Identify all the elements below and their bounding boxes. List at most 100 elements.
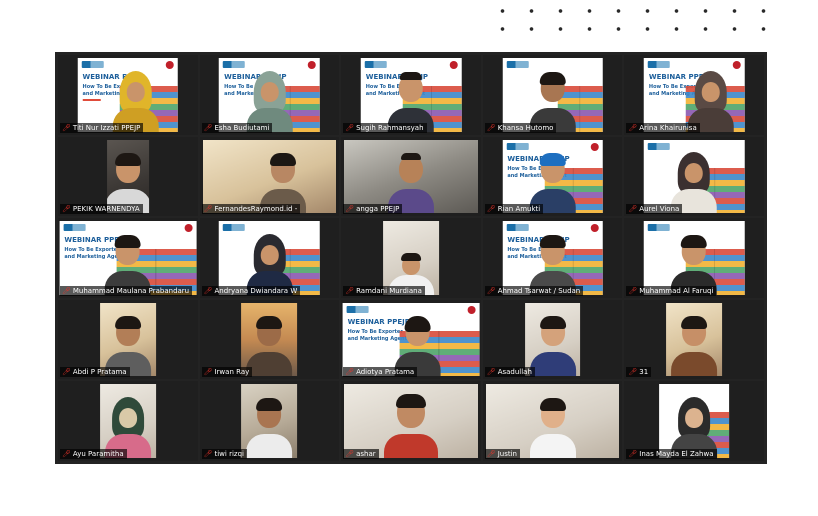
participant-tile[interactable]: WEBINAR PPEJP How To Be Exporter and Mark…	[58, 218, 198, 298]
participant-video	[106, 139, 149, 214]
participant-name-label: 🎤︎ Aurel Viona	[626, 204, 683, 215]
participant-tile[interactable]: 🎤︎ tiwi rizqi	[199, 381, 340, 461]
muted-mic-icon: 🎤︎	[203, 205, 213, 214]
participant-tile[interactable]: 🎤︎ Abdi P Pratama	[58, 299, 198, 380]
participant-tile[interactable]: WEBINAR PPEJP How To Be Exporter and Mark…	[341, 55, 481, 135]
participant-tile[interactable]: WEBINAR PPEJP How To Be Exporter and Mark…	[341, 299, 481, 380]
participant-tile[interactable]: 🎤︎ Khansa Hutomo	[482, 55, 623, 135]
participant-tile[interactable]: 🎤︎ Andryana Dwiandara W	[199, 218, 340, 298]
participant-tile[interactable]: 🎤︎ Justin	[482, 381, 623, 461]
participant-name-label: 🎤︎ Arina Khairunisa	[626, 122, 700, 133]
participant-name-label: 🎤︎ Titi Nur Izzati PPEJP	[60, 122, 144, 133]
slide-video	[643, 139, 745, 214]
muted-mic-icon: 🎤︎	[628, 286, 638, 295]
seal-logo-icon	[590, 142, 599, 151]
participant-video	[241, 384, 298, 458]
participant-tile[interactable]: WEBINAR PPEJP How To Be Exporter and Mark…	[58, 55, 198, 135]
muted-mic-icon: 🎤︎	[628, 368, 638, 377]
muted-mic-icon: 🎤︎	[486, 449, 496, 458]
participant-avatar	[529, 153, 576, 214]
participant-tile[interactable]: 🎤︎ Muhammad Al Faruqi	[624, 218, 764, 298]
participant-tile[interactable]: 🎤︎ ashar	[341, 381, 481, 461]
participant-name-label: 🎤︎ Andryana Dwiandara W	[201, 285, 301, 296]
participant-tile[interactable]: WEBINAR PPEJP How To Be Exporter and Mark…	[624, 55, 764, 135]
participant-video	[666, 302, 723, 377]
muted-mic-icon: 🎤︎	[345, 449, 355, 458]
muted-mic-icon: 🎤︎	[62, 368, 71, 377]
participant-video	[99, 384, 156, 458]
participant-name-label: 🎤︎ Esha Budiutami	[201, 122, 273, 133]
seal-logo-icon	[590, 224, 599, 233]
participant-video	[99, 302, 156, 377]
seal-logo-icon	[307, 61, 316, 69]
slide-video: WEBINAR PPEJP How To Be Exporter and Mark…	[643, 58, 745, 132]
slide-video: WEBINAR PPEJP How To Be Exporter and Mark…	[59, 221, 197, 295]
slide-video: WEBINAR PPEJP How To Be Exporter and Mark…	[502, 139, 603, 214]
participant-name-label: 🎤︎ Adiotya Pratama	[343, 367, 418, 378]
participant-tile[interactable]: 🎤︎ Ayu Paramitha	[58, 381, 198, 461]
participant-avatar	[383, 393, 438, 458]
participant-name-label: 🎤︎ angga PPEJP	[343, 204, 403, 215]
organizer-logo-icon	[506, 224, 529, 232]
participant-name-label: 🎤︎ Irwan Ray	[201, 367, 253, 378]
muted-mic-icon: 🎤︎	[486, 286, 496, 295]
participant-tile[interactable]: 🎤︎ Aurel Viona	[624, 136, 764, 217]
participant-name-label: 🎤︎ 31	[626, 367, 652, 378]
muted-mic-icon: 🎤︎	[345, 368, 355, 377]
participant-name-label: 🎤︎ ashar	[343, 448, 379, 459]
slide-title: WEBINAR PPEJP	[224, 73, 287, 81]
participant-avatar	[112, 70, 159, 132]
participant-name-label: 🎤︎ Ramdani Murdiana	[343, 285, 425, 296]
participant-tile[interactable]: 🎤︎ Ramdani Murdiana	[341, 218, 481, 298]
participant-tile[interactable]: 🎤︎ PEKIK WARNENDYA	[58, 136, 198, 217]
participant-tile[interactable]: WEBINAR PPEJP How To Be Exporter and Mark…	[482, 136, 623, 217]
participant-tile[interactable]: WEBINAR PPEJP How To Be Exporter and Mark…	[482, 218, 623, 298]
participant-avatar	[387, 153, 434, 214]
participant-avatar	[246, 397, 293, 458]
participant-video	[485, 384, 620, 458]
participant-name-label: 🎤︎ Ahmad Tsarwat / Sudan	[484, 285, 584, 296]
organizer-logo-icon	[81, 61, 104, 68]
decorative-dot-pattern	[488, 2, 778, 42]
organizer-logo-icon	[63, 224, 86, 232]
participant-name-label: 🎤︎ Rian Amukti	[484, 204, 544, 215]
participant-tile[interactable]: 🎤︎ Inas Mayda El Zahwa	[624, 381, 764, 461]
slide-title: WEBINAR PPEJP	[347, 317, 410, 326]
slide-video	[502, 58, 603, 132]
participant-video	[241, 302, 298, 377]
participant-tile[interactable]: 🎤︎ Asadullah	[482, 299, 623, 380]
participant-video	[344, 384, 478, 458]
participant-name-label: 🎤︎ Asadullah	[484, 367, 535, 378]
participant-name-label: 🎤︎ Sugih Rahmansyah	[343, 122, 427, 133]
video-gallery-grid: WEBINAR PPEJP How To Be Exporter and Mark…	[55, 52, 767, 464]
participant-avatar	[671, 316, 718, 377]
slide-title: WEBINAR PPEJP	[64, 236, 127, 245]
participant-avatar	[106, 153, 149, 214]
organizer-logo-icon	[647, 224, 670, 232]
muted-mic-icon: 🎤︎	[62, 205, 71, 214]
participant-tile[interactable]: 🎤︎ 31	[624, 299, 764, 380]
participant-avatar	[529, 316, 576, 377]
slide-video: WEBINAR PPEJP How To Be Exporter and Mark…	[502, 221, 603, 295]
organizer-logo-icon	[647, 142, 670, 150]
participant-name-label: 🎤︎ Khansa Hutomo	[484, 122, 557, 133]
participant-tile[interactable]: 🎤︎ angga PPEJP	[341, 136, 481, 217]
muted-mic-icon: 🎤︎	[203, 368, 213, 377]
slide-video: WEBINAR PPEJP How To Be Exporter and Mark…	[219, 58, 320, 132]
muted-mic-icon: 🎤︎	[203, 123, 213, 132]
muted-mic-icon: 🎤︎	[62, 286, 71, 295]
slide-title: WEBINAR PPEJP	[507, 154, 570, 163]
seal-logo-icon	[449, 61, 458, 69]
participant-video	[524, 302, 581, 377]
participant-tile[interactable]: WEBINAR PPEJP How To Be Exporter and Mark…	[199, 55, 340, 135]
participant-avatar	[246, 316, 293, 377]
organizer-logo-icon	[364, 61, 387, 68]
muted-mic-icon: 🎤︎	[486, 368, 496, 377]
seal-logo-icon	[166, 61, 175, 69]
participant-tile[interactable]: 🎤︎ FernandesRaymond.id -	[199, 136, 340, 217]
participant-tile[interactable]: 🎤︎ Irwan Ray	[199, 299, 340, 380]
